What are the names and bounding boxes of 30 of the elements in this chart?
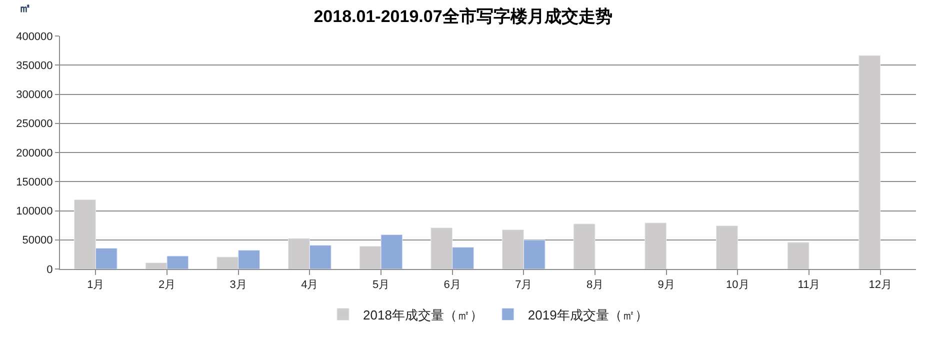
y-tick-label: 100000 <box>16 206 53 218</box>
legend-label: 2019年成交量（㎡） <box>528 307 648 322</box>
y-tick-label: 200000 <box>16 147 53 160</box>
y-tick-label: 250000 <box>16 118 53 130</box>
x-tick-label: 1月 <box>87 279 104 292</box>
y-axis-title: ㎡ <box>19 1 31 15</box>
x-tick-label: 7月 <box>515 279 532 292</box>
bar <box>644 222 667 269</box>
x-tick-label: 8月 <box>586 279 604 292</box>
y-tick-label: 150000 <box>16 176 53 188</box>
bar <box>787 242 810 269</box>
x-tick-label: 11月 <box>798 279 820 292</box>
chart-title: 2018.01-2019.07全市写字楼月成交走势 <box>314 7 612 26</box>
x-tick-label: 12月 <box>868 279 892 292</box>
bar <box>573 224 596 269</box>
y-tick-label: 400000 <box>16 30 53 43</box>
bar <box>858 55 881 269</box>
y-tick-label: 0 <box>46 264 53 276</box>
x-tick-label: 10月 <box>726 279 750 292</box>
y-tick-label: 300000 <box>16 89 53 102</box>
x-tick-label: 2月 <box>158 279 176 292</box>
x-tick-label: 9月 <box>658 279 675 292</box>
x-tick-label: 6月 <box>444 279 461 292</box>
y-tick-label: 50000 <box>22 234 53 247</box>
x-tick-label: 5月 <box>372 279 390 292</box>
legend-label: 2018年成交量（㎡） <box>363 307 483 322</box>
y-tick-label: 350000 <box>16 60 53 72</box>
x-tick-label: 4月 <box>301 279 318 292</box>
x-tick-label: 3月 <box>230 279 247 292</box>
bar <box>716 226 738 269</box>
